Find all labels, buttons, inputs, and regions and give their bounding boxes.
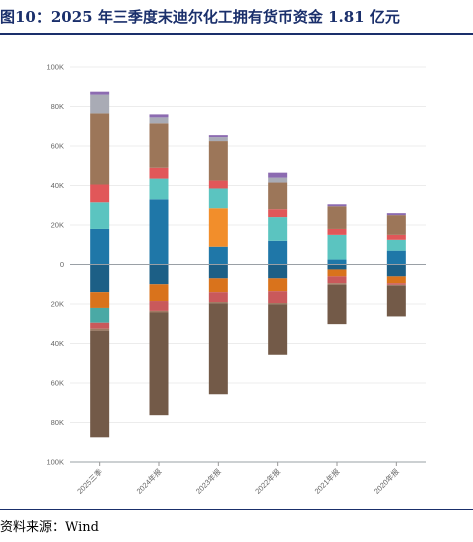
bar-stacks xyxy=(90,91,406,438)
y-tick-label: 100K xyxy=(46,63,64,72)
bar-segment-negative xyxy=(268,291,288,304)
bar-segment-negative xyxy=(386,283,406,285)
bar-segment-positive xyxy=(386,215,406,235)
bar-segment-negative xyxy=(268,303,288,305)
bar-segment-positive xyxy=(149,114,169,118)
bar-segment-negative xyxy=(386,285,406,317)
bar-segment-positive xyxy=(149,167,169,179)
bar-segment-negative xyxy=(149,284,169,302)
y-tick-label: 40K xyxy=(51,339,64,348)
bar-segment-positive xyxy=(208,135,228,138)
bar-segment-positive xyxy=(90,94,110,114)
bar-segment-negative xyxy=(208,278,228,293)
x-tick-label: 2025三季 xyxy=(75,466,105,496)
bar-segment-positive xyxy=(90,228,110,265)
bar-segment-positive xyxy=(208,246,228,265)
bar-segment-negative xyxy=(149,301,169,311)
bar-segment-positive xyxy=(268,240,288,265)
y-axis-ticks: 100K 80K 60K 40K 20K 0 20K 40K 60K 80K 100K xyxy=(46,63,64,467)
x-tick-label: 2023年报 xyxy=(193,466,223,496)
y-tick-label: 60K xyxy=(51,379,64,388)
bar-segment-negative xyxy=(327,269,347,277)
y-tick-label: 40K xyxy=(51,181,64,190)
bar-segment-negative xyxy=(268,304,288,355)
x-axis-ticks: 2025三季 2024年报 2023年报 2022年报 2021年报 2020年报 xyxy=(75,462,401,496)
bar-segment-positive xyxy=(268,217,288,241)
bar-segment-negative xyxy=(208,302,228,304)
bar-segment-positive xyxy=(268,182,288,210)
bar-segment-negative xyxy=(268,264,288,279)
bar-segment-positive xyxy=(90,113,110,185)
bar-segment-negative xyxy=(327,284,347,325)
y-tick-label: 80K xyxy=(51,418,64,427)
bar-segment-positive xyxy=(386,234,406,240)
bar-segment-negative xyxy=(208,292,228,303)
bar-segment-positive xyxy=(149,199,169,265)
y-tick-label: 20K xyxy=(51,221,64,230)
x-tick-label: 2020年报 xyxy=(371,466,401,496)
bar-segment-positive xyxy=(149,178,169,200)
bar-segment-positive xyxy=(268,177,288,183)
bar-segment-positive xyxy=(327,206,347,229)
bar-segment-positive xyxy=(327,234,347,260)
axes xyxy=(70,264,426,463)
bar-segment-positive xyxy=(208,137,228,142)
bar-segment-negative xyxy=(90,328,110,331)
title-rule xyxy=(0,33,473,35)
bar-segment-positive xyxy=(386,250,406,265)
stacked-bar-chart: 100K 80K 60K 40K 20K 0 20K 40K 60K 80K 100K 2025三季… xyxy=(46,63,426,496)
bar-segment-positive xyxy=(327,259,347,265)
bar-segment-negative xyxy=(268,278,288,292)
x-tick-label: 2024年报 xyxy=(134,466,164,496)
bar-segment-negative xyxy=(386,284,406,286)
bar-segment-negative xyxy=(327,276,347,284)
bar-segment-positive xyxy=(208,141,228,181)
bar-segment-negative xyxy=(90,292,110,308)
bar-segment-positive xyxy=(386,239,406,251)
bar-segment-negative xyxy=(327,283,347,285)
bar-segment-positive xyxy=(90,202,110,229)
bar-segment-negative xyxy=(149,310,169,313)
y-tick-label: 0 xyxy=(60,260,64,269)
bar-segment-negative xyxy=(149,264,169,285)
bar-segment-positive xyxy=(90,91,110,95)
bar-segment-positive xyxy=(268,172,288,178)
y-tick-label: 80K xyxy=(51,102,64,111)
bar-segment-negative xyxy=(327,264,347,270)
bar-segment-positive xyxy=(149,117,169,124)
footer-rule xyxy=(0,509,473,510)
bar-segment-positive xyxy=(208,208,228,247)
bar-segment-negative xyxy=(386,264,406,277)
y-tick-label: 60K xyxy=(51,142,64,151)
bar-segment-positive xyxy=(386,213,406,216)
figure-title: 图10：2025 年三季度末迪尔化工拥有货币资金 1.81 亿元 xyxy=(0,8,400,26)
bar-segment-negative xyxy=(149,312,169,416)
bar-segment-negative xyxy=(208,303,228,395)
y-tick-label: 20K xyxy=(51,300,64,309)
bar-segment-positive xyxy=(268,209,288,218)
bar-segment-positive xyxy=(90,184,110,203)
y-tick-label: 100K xyxy=(46,458,64,467)
x-tick-label: 2022年报 xyxy=(253,466,283,496)
bar-segment-positive xyxy=(208,180,228,189)
bar-segment-positive xyxy=(208,188,228,209)
x-tick-label: 2021年报 xyxy=(312,466,342,496)
bar-segment-positive xyxy=(327,228,347,235)
bar-segment-positive xyxy=(327,204,347,207)
bar-segment-negative xyxy=(90,330,110,438)
bar-segment-negative xyxy=(208,264,228,279)
bar-segment-negative xyxy=(386,276,406,284)
bar-segment-negative xyxy=(90,307,110,323)
bar-segment-negative xyxy=(90,322,110,329)
bar-segment-positive xyxy=(149,123,169,168)
source-note: 资料来源：Wind xyxy=(0,520,99,535)
bar-segment-negative xyxy=(90,264,110,293)
